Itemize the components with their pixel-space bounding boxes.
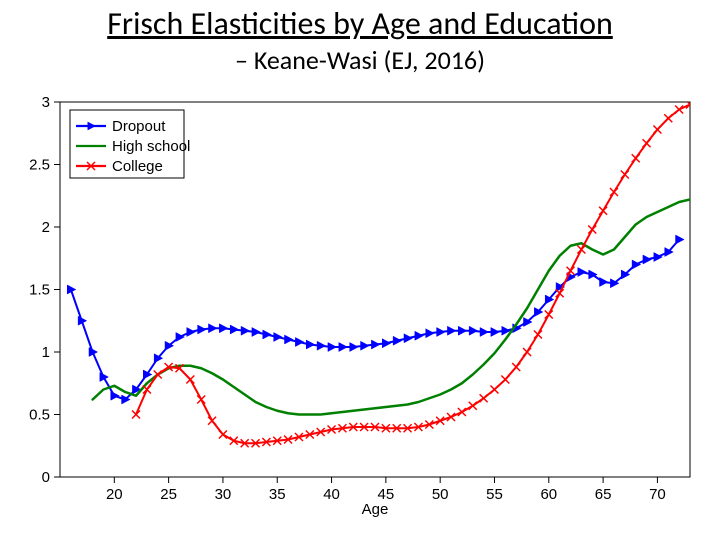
y-tick-label: 1 [42, 344, 50, 361]
x-tick-label: 60 [540, 486, 557, 503]
x-tick-label: 40 [323, 486, 340, 503]
y-tick-label: 0 [42, 469, 50, 486]
y-tick-label: 0.5 [29, 407, 50, 424]
x-tick-label: 55 [486, 486, 503, 503]
legend-label: Dropout [112, 118, 166, 135]
slide: Frisch Elasticities by Age and Education… [0, 0, 720, 540]
x-tick-label: 65 [595, 486, 612, 503]
legend-label: High school [112, 138, 190, 155]
y-tick-label: 3 [42, 94, 50, 111]
y-tick-label: 2 [42, 219, 50, 236]
x-tick-label: 25 [160, 486, 177, 503]
legend: Dropout High school College [70, 110, 190, 178]
y-tick-label: 1.5 [29, 282, 50, 299]
y-tick-label: 2.5 [29, 157, 50, 174]
legend-label: College [112, 158, 163, 175]
slide-title: Frisch Elasticities by Age and Education [0, 4, 720, 43]
x-tick-label: 35 [269, 486, 286, 503]
slide-subtitle: – Keane-Wasi (EJ, 2016) [0, 44, 720, 76]
x-tick-label: 30 [215, 486, 232, 503]
x-tick-label: 50 [432, 486, 449, 503]
x-tick-label: 20 [106, 486, 123, 503]
x-tick-label: 70 [649, 486, 666, 503]
x-axis-label: Age [362, 501, 389, 518]
elasticity-chart: 202530354045505560657000.511.522.53AgeDr… [20, 92, 700, 522]
